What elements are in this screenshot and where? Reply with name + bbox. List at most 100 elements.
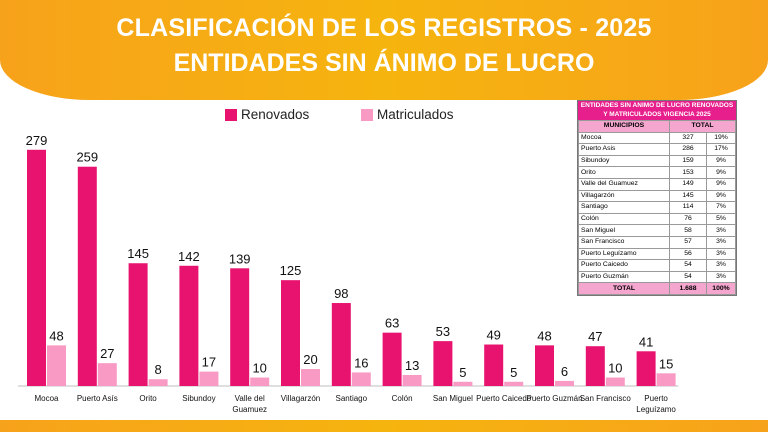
- table-cell-total: 58: [669, 224, 707, 237]
- bar-renovados: [77, 166, 97, 386]
- legend-swatch-renovados: [225, 108, 237, 121]
- data-label: 48: [537, 328, 551, 343]
- data-label: 98: [334, 286, 348, 301]
- data-label: 142: [178, 249, 200, 264]
- total-pct: 100%: [706, 282, 736, 295]
- category-label: Orito: [139, 394, 157, 403]
- bar-renovados: [128, 263, 148, 386]
- table-row: San Francisco 57 3%: [578, 235, 736, 249]
- bar-matriculados: [504, 381, 524, 386]
- table-cell-total: 149: [669, 177, 707, 191]
- category-label: Villagarzón: [281, 394, 320, 403]
- data-label: 27: [100, 346, 114, 361]
- table-cell-pct: 17%: [706, 143, 736, 156]
- bar-renovados: [230, 268, 250, 386]
- legend-label-matriculados: Matriculados: [377, 107, 454, 122]
- table-cell-municipio: Puerto Asis: [578, 143, 670, 156]
- table-cell-pct: 7%: [706, 201, 736, 214]
- data-label: 8: [154, 362, 161, 377]
- bar-matriculados: [555, 380, 574, 386]
- category-label: Puerto Caicedo: [476, 394, 532, 403]
- table-cell-pct: 3%: [706, 259, 736, 272]
- category-label: Sibundoy: [182, 394, 215, 403]
- table-cell-pct: 9%: [706, 177, 736, 191]
- data-label: 53: [436, 324, 450, 339]
- category-label: Santiago: [336, 394, 368, 403]
- data-label: 17: [202, 355, 216, 370]
- footer-bar: [0, 420, 768, 432]
- data-label: 63: [385, 316, 399, 331]
- table-cell-municipio: San Miguel: [578, 224, 670, 237]
- table-cell-total: 145: [669, 189, 707, 203]
- bar-matriculados: [47, 345, 66, 386]
- data-label: 15: [659, 356, 673, 371]
- table-total-row: TOTAL 1.688 100%: [578, 282, 736, 295]
- category-label: Colón: [392, 394, 413, 403]
- table-cell-municipio: Colón: [578, 212, 670, 226]
- title-line-2: ENTIDADES SIN ÁNIMO DE LUCRO: [173, 49, 595, 77]
- table-cell-pct: 19%: [706, 131, 736, 145]
- table-grid: MUNICIPIOS TOTAL Mocoa 327 19% Puerto Asis 2…: [578, 120, 736, 295]
- legend-renovados: Renovados: [225, 107, 309, 122]
- table-row: Colón 76 5%: [578, 212, 736, 226]
- table-cell-total: 286: [669, 143, 707, 156]
- category-label: Mocoa: [34, 394, 59, 403]
- total-value: 1.688: [669, 282, 707, 295]
- table-cell-municipio: Puerto Caicedo: [578, 259, 670, 272]
- table-cell-municipio: Villagarzón: [578, 189, 670, 203]
- data-label: 41: [639, 334, 653, 349]
- table-row: Mocoa 327 19%: [578, 131, 736, 145]
- bar-renovados: [382, 332, 402, 386]
- table-cell-pct: 3%: [706, 235, 736, 249]
- bar-matriculados: [656, 373, 676, 386]
- table-row: Valle del Guamuez 149 9%: [578, 177, 736, 191]
- bar-renovados: [484, 344, 504, 386]
- table-cell-municipio: Mocoa: [578, 131, 670, 145]
- table-cell-total: 114: [669, 201, 707, 214]
- bar-renovados: [331, 303, 351, 386]
- bar-matriculados: [199, 371, 219, 386]
- table-cell-pct: 3%: [706, 270, 736, 284]
- table-cell-pct: 5%: [706, 212, 736, 226]
- data-label: 10: [252, 361, 266, 376]
- table-cell-municipio: Sibundoy: [578, 154, 670, 168]
- data-label: 5: [510, 365, 517, 380]
- legend-swatch-matriculados: [361, 108, 373, 121]
- data-label: 279: [26, 133, 48, 148]
- bar-renovados: [585, 346, 605, 386]
- col-total: TOTAL: [669, 120, 736, 133]
- category-label: Puerto Asís: [77, 394, 118, 403]
- table-cell-total: 54: [669, 259, 707, 272]
- table-row: Santiago 114 7%: [578, 201, 736, 214]
- data-label: 10: [608, 361, 622, 376]
- bar-renovados: [636, 351, 656, 386]
- col-municipios: MUNICIPIOS: [578, 120, 670, 133]
- data-label: 125: [280, 263, 302, 278]
- category-label: San Francisco: [580, 394, 632, 403]
- table-cell-municipio: Puerto Leguízamo: [578, 247, 670, 261]
- table-row: Puerto Caicedo 54 3%: [578, 259, 736, 272]
- bar-renovados: [27, 149, 46, 386]
- table-cell-pct: 9%: [706, 154, 736, 168]
- legend-label-renovados: Renovados: [241, 107, 310, 122]
- table-cell-municipio: Valle del Guamuez: [578, 177, 670, 191]
- table-row: San Miguel 58 3%: [578, 224, 736, 237]
- data-label: 49: [486, 328, 500, 343]
- data-label: 6: [561, 364, 568, 379]
- table-cell-total: 76: [669, 212, 707, 226]
- table-cell-total: 327: [669, 131, 707, 145]
- data-label: 48: [49, 328, 63, 343]
- data-label: 139: [229, 251, 251, 266]
- table-cell-municipio: Orito: [578, 166, 670, 179]
- bar-matriculados: [402, 374, 422, 386]
- table-cell-total: 56: [669, 247, 707, 261]
- bar-matriculados: [605, 377, 625, 386]
- table-cell-total: 54: [669, 270, 707, 284]
- bar-matriculados: [453, 381, 473, 386]
- table-row: Villagarzón 145 9%: [578, 189, 736, 203]
- table-cell-municipio: Santiago: [578, 201, 670, 214]
- bar-renovados: [281, 280, 300, 386]
- data-label: 16: [354, 355, 368, 370]
- table-row: Puerto Leguízamo 56 3%: [578, 247, 736, 261]
